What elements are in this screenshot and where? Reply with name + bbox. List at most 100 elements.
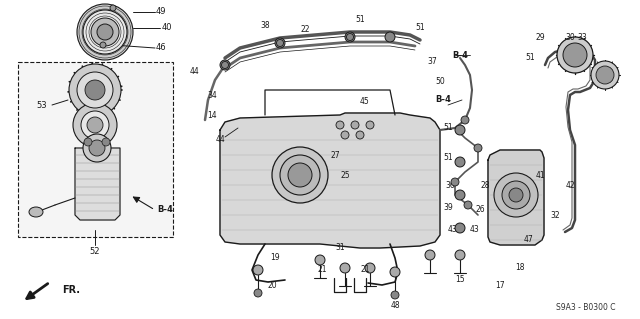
Circle shape (563, 43, 587, 67)
Circle shape (509, 188, 523, 202)
Text: 20: 20 (267, 280, 277, 290)
Text: 46: 46 (156, 43, 166, 53)
Circle shape (474, 144, 482, 152)
Circle shape (254, 289, 262, 297)
Text: S9A3 - B0300 C: S9A3 - B0300 C (556, 303, 615, 313)
Circle shape (89, 140, 105, 156)
Circle shape (385, 32, 395, 42)
Text: 21: 21 (360, 265, 370, 275)
Circle shape (340, 263, 350, 273)
Text: 31: 31 (335, 243, 345, 253)
Text: 52: 52 (90, 248, 100, 256)
Text: 48: 48 (390, 300, 400, 309)
Text: 49: 49 (156, 8, 166, 17)
Circle shape (100, 42, 106, 48)
Text: 50: 50 (435, 78, 445, 86)
Text: 28: 28 (480, 181, 490, 189)
Text: 43: 43 (447, 226, 457, 234)
Circle shape (390, 267, 400, 277)
Text: 17: 17 (495, 280, 505, 290)
Text: 37: 37 (427, 57, 437, 66)
Circle shape (557, 37, 593, 73)
Polygon shape (75, 148, 120, 220)
Circle shape (502, 181, 530, 209)
Text: 51: 51 (525, 54, 535, 63)
Circle shape (85, 80, 105, 100)
Text: 43: 43 (470, 226, 480, 234)
Text: B-4: B-4 (435, 95, 451, 105)
Text: 51: 51 (443, 153, 453, 162)
Text: 22: 22 (300, 26, 310, 34)
Text: 40: 40 (162, 24, 172, 33)
Text: 32: 32 (550, 211, 560, 219)
Circle shape (391, 291, 399, 299)
Circle shape (336, 121, 344, 129)
Text: FR.: FR. (62, 285, 80, 295)
Circle shape (451, 178, 459, 186)
Circle shape (97, 24, 113, 40)
Circle shape (288, 163, 312, 187)
Circle shape (276, 40, 284, 47)
Circle shape (83, 10, 127, 54)
Text: 29: 29 (535, 33, 545, 42)
Circle shape (596, 66, 614, 84)
Circle shape (77, 4, 133, 60)
Text: 18: 18 (515, 263, 525, 272)
Circle shape (351, 121, 359, 129)
Circle shape (253, 265, 263, 275)
Text: 47: 47 (523, 235, 533, 244)
Circle shape (102, 138, 110, 146)
Text: 34: 34 (207, 91, 217, 100)
Circle shape (591, 61, 619, 89)
Circle shape (455, 250, 465, 260)
Circle shape (87, 117, 103, 133)
Circle shape (455, 223, 465, 233)
Text: 19: 19 (270, 254, 280, 263)
Text: 53: 53 (36, 100, 47, 109)
Text: 30: 30 (565, 33, 575, 42)
Circle shape (110, 5, 116, 11)
Circle shape (461, 116, 469, 124)
Text: 33: 33 (577, 33, 587, 42)
Text: 41: 41 (535, 170, 545, 180)
Circle shape (455, 190, 465, 200)
Circle shape (84, 138, 92, 146)
Circle shape (365, 263, 375, 273)
Circle shape (455, 157, 465, 167)
Circle shape (366, 121, 374, 129)
Polygon shape (488, 150, 544, 245)
Circle shape (345, 32, 355, 42)
Text: 44: 44 (190, 68, 200, 77)
Circle shape (77, 72, 113, 108)
Circle shape (341, 131, 349, 139)
Bar (18, 62, 173, 237)
Circle shape (220, 60, 230, 70)
Polygon shape (220, 113, 440, 248)
Circle shape (91, 18, 119, 46)
Text: 26: 26 (475, 205, 485, 214)
Text: 14: 14 (207, 110, 217, 120)
Text: 51: 51 (415, 24, 425, 33)
Text: 51: 51 (355, 16, 365, 25)
Circle shape (464, 201, 472, 209)
Text: 27: 27 (330, 151, 340, 160)
Circle shape (83, 134, 111, 162)
Text: 44: 44 (215, 136, 225, 145)
Text: 51: 51 (443, 123, 453, 132)
Circle shape (221, 62, 228, 69)
Circle shape (81, 111, 109, 139)
Circle shape (455, 125, 465, 135)
Text: 45: 45 (360, 98, 370, 107)
Text: 38: 38 (260, 21, 270, 31)
Text: 21: 21 (317, 265, 327, 275)
Circle shape (346, 33, 353, 41)
Text: 25: 25 (340, 170, 350, 180)
Circle shape (69, 64, 121, 116)
Text: 39: 39 (443, 204, 453, 212)
Circle shape (425, 250, 435, 260)
Text: 42: 42 (565, 181, 575, 189)
Circle shape (280, 155, 320, 195)
Text: B-4: B-4 (452, 50, 468, 60)
Circle shape (73, 103, 117, 147)
Circle shape (315, 255, 325, 265)
